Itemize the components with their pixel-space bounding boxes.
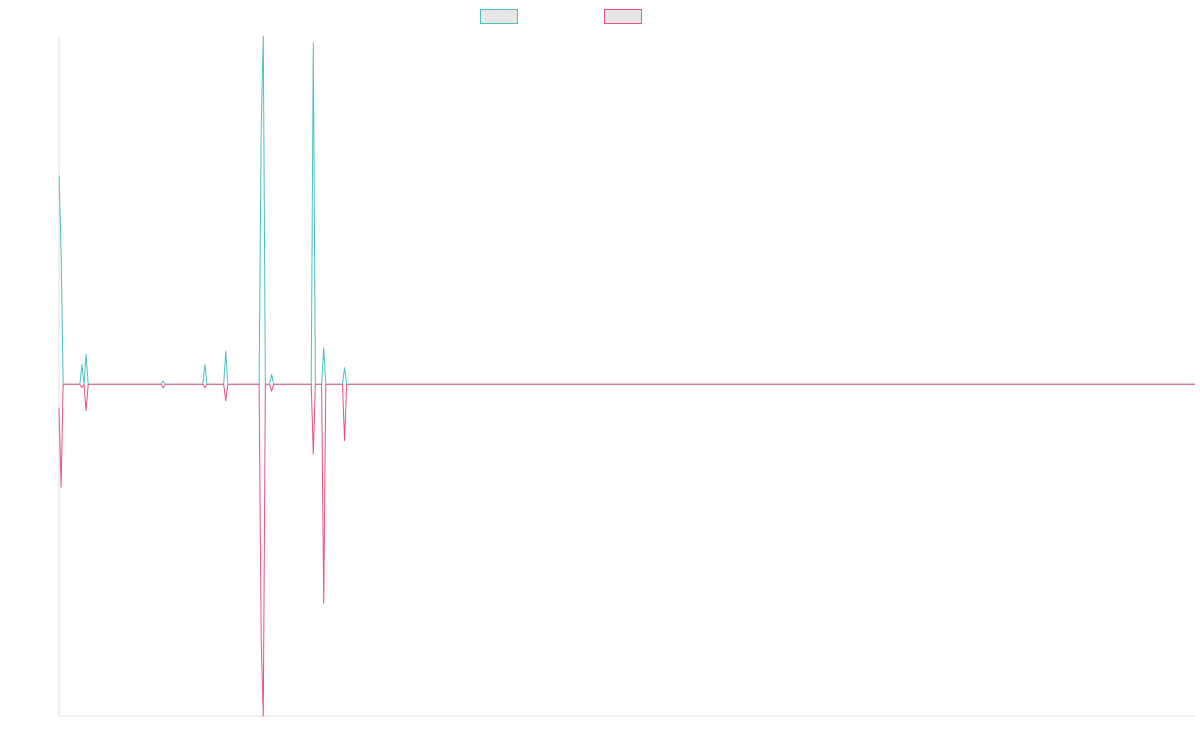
legend-swatch-series-2[interactable] [604, 9, 642, 24]
series-layer [58, 35, 1195, 717]
series-line-2 [58, 383, 1195, 717]
legend-swatch-series-1[interactable] [480, 9, 518, 24]
legend [0, 9, 1200, 27]
series-line-1 [58, 35, 1195, 385]
